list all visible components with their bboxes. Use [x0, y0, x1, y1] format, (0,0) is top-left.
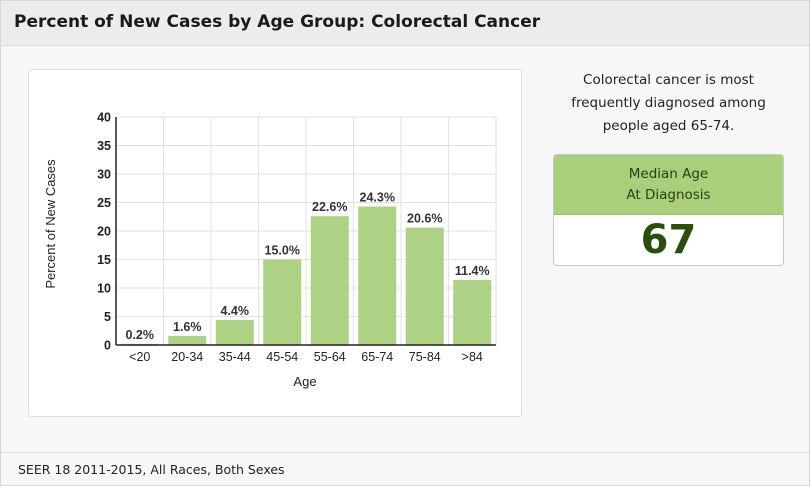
y-tick-label: 30: [97, 168, 111, 182]
bar: [310, 216, 349, 345]
y-tick-label: 10: [97, 282, 111, 296]
x-tick-label: 55-64: [314, 350, 346, 364]
x-tick-label: <20: [129, 350, 150, 364]
bar: [405, 227, 444, 345]
data-label: 22.6%: [312, 200, 347, 214]
y-tick-label: 20: [97, 225, 111, 239]
median-label-line: At Diagnosis: [626, 187, 711, 203]
y-tick-label: 15: [97, 253, 111, 267]
summary-line: frequently diagnosed among: [571, 95, 766, 111]
data-label: 0.2%: [126, 328, 155, 342]
data-label: 24.3%: [360, 190, 395, 204]
summary-line: people aged 65-74.: [602, 118, 735, 134]
bar: [358, 206, 397, 345]
y-tick-label: 0: [104, 339, 111, 353]
x-tick-label: 35-44: [219, 350, 251, 364]
y-axis-title: Percent of New Cases: [43, 159, 58, 289]
summary-column: Colorectal cancer is most frequently dia…: [552, 69, 785, 266]
data-label: 1.6%: [173, 320, 202, 334]
data-label: 4.4%: [221, 304, 250, 318]
y-tick-label: 25: [97, 196, 111, 210]
median-age-header: Median Age At Diagnosis: [554, 155, 783, 215]
x-tick-label: 65-74: [361, 350, 393, 364]
x-tick-label: 75-84: [409, 350, 441, 364]
y-tick-label: 35: [97, 139, 111, 153]
median-age-box: Median Age At Diagnosis 67: [553, 154, 784, 266]
summary-line: Colorectal cancer is most: [583, 72, 754, 88]
axes: 0 5 10 15 20 25 30 35 40 <20 20-34 35-44 45-54 55-64 6…: [97, 111, 496, 364]
x-axis-title: Age: [293, 374, 316, 389]
chart-card: 0.2% 1.6% 4.4% 15.0% 22.6% 24.3% 20.6% 11.4% 0 5…: [28, 69, 522, 417]
bar: [215, 319, 254, 345]
x-tick-label: >84: [462, 350, 483, 364]
data-label: 20.6%: [407, 212, 442, 226]
bar: [168, 335, 207, 345]
data-label: 11.4%: [455, 264, 490, 278]
x-tick-label: 20-34: [171, 350, 203, 364]
panel-title: Percent of New Cases by Age Group: Color…: [14, 12, 541, 32]
bar-chart: 0.2% 1.6% 4.4% 15.0% 22.6% 24.3% 20.6% 11.4% 0 5…: [43, 111, 497, 389]
median-label-line: Median Age: [628, 166, 709, 182]
summary-text: Colorectal cancer is most frequently dia…: [552, 69, 785, 138]
bar: [453, 280, 492, 345]
y-tick-label: 5: [104, 310, 111, 324]
x-tick-label: 45-54: [266, 350, 298, 364]
median-age-value: 67: [640, 217, 697, 263]
bars: [120, 206, 492, 345]
grid-lines: [116, 116, 497, 345]
bar: [263, 259, 302, 345]
panel-footer: SEER 18 2011-2015, All Races, Both Sexes: [1, 452, 809, 485]
data-labels: 0.2% 1.6% 4.4% 15.0% 22.6% 24.3% 20.6% 11.4%: [126, 190, 490, 341]
footnote: SEER 18 2011-2015, All Races, Both Sexes: [18, 462, 285, 477]
y-tick-label: 40: [97, 111, 111, 125]
panel-header: Percent of New Cases by Age Group: Color…: [1, 1, 809, 46]
data-label: 15.0%: [265, 244, 300, 258]
